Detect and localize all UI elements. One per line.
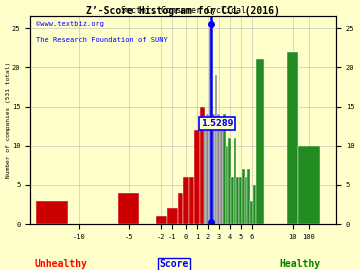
Bar [212, 114, 215, 224]
Bar [220, 130, 223, 224]
Bar [204, 130, 206, 224]
Bar [215, 75, 217, 224]
Bar [234, 138, 237, 224]
Text: ©www.textbiz.org: ©www.textbiz.org [36, 21, 104, 26]
Bar [167, 208, 178, 224]
Y-axis label: Number of companies (531 total): Number of companies (531 total) [5, 62, 10, 178]
Bar [256, 59, 264, 224]
Text: 1.5289: 1.5289 [201, 119, 233, 128]
Bar [250, 201, 253, 224]
Bar [206, 114, 209, 224]
Bar [36, 201, 68, 224]
Bar [223, 114, 226, 224]
Bar [194, 130, 199, 224]
Bar [156, 216, 167, 224]
Text: Healthy: Healthy [279, 259, 320, 269]
Bar [245, 177, 247, 224]
Bar [253, 185, 256, 224]
Bar [226, 146, 228, 224]
Bar [231, 177, 234, 224]
Bar [217, 114, 220, 224]
Bar [247, 169, 250, 224]
Text: The Research Foundation of SUNY: The Research Foundation of SUNY [36, 37, 168, 43]
Bar [298, 146, 320, 224]
Bar [178, 193, 183, 224]
Bar [189, 177, 194, 224]
Bar [199, 106, 205, 224]
Text: Sector: Consumer Cyclical: Sector: Consumer Cyclical [121, 6, 246, 15]
Bar [287, 52, 298, 224]
Bar [239, 177, 242, 224]
Bar [237, 177, 239, 224]
Bar [183, 177, 189, 224]
Bar [228, 138, 231, 224]
Title: Z’-Score Histogram for CCL (2016): Z’-Score Histogram for CCL (2016) [86, 6, 280, 16]
Bar [118, 193, 139, 224]
Text: Score: Score [159, 259, 189, 269]
Bar [242, 169, 245, 224]
Bar [209, 28, 212, 224]
Text: Unhealthy: Unhealthy [34, 259, 87, 269]
